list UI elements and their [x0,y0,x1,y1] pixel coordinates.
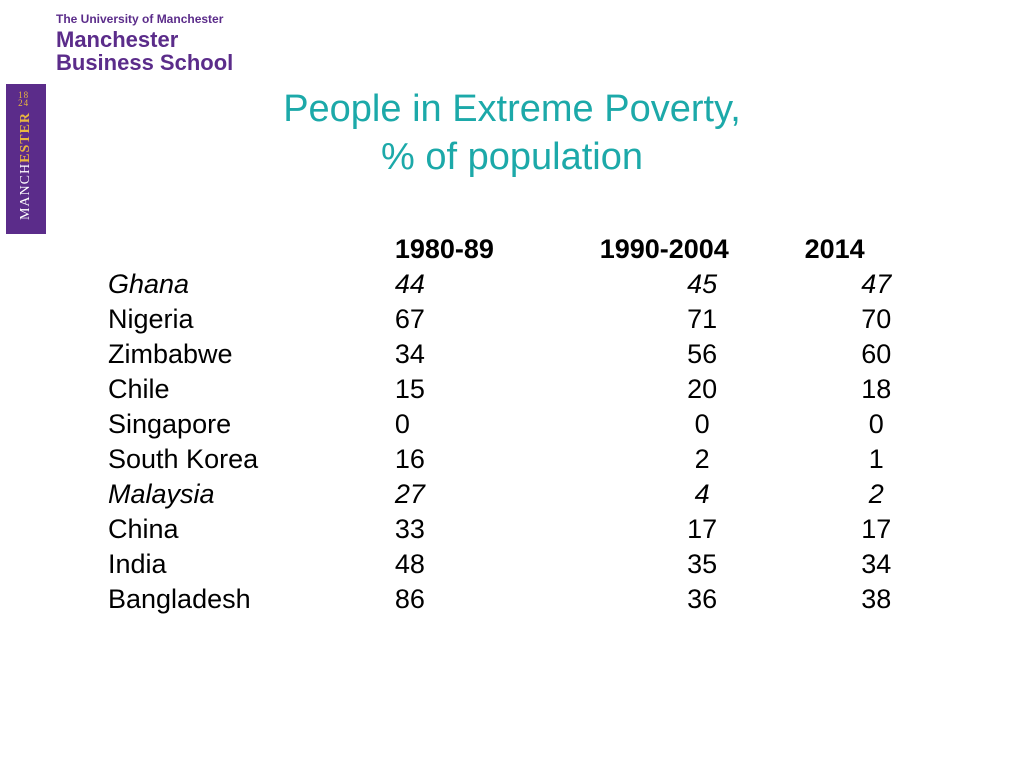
cell-value: 45 [600,267,805,302]
cell-country: Malaysia [108,477,395,512]
cell-value: 2 [600,442,805,477]
col-header-2014: 2014 [805,232,948,267]
cell-value: 4 [600,477,805,512]
cell-value: 36 [600,582,805,617]
cell-value: 60 [805,337,948,372]
cell-value: 44 [395,267,600,302]
cell-value: 34 [395,337,600,372]
cell-country: Bangladesh [108,582,395,617]
table-row: Singapore000 [108,407,948,442]
cell-value: 34 [805,547,948,582]
table-row: India483534 [108,547,948,582]
university-logo: The University of Manchester Manchester … [56,12,233,74]
cell-value: 48 [395,547,600,582]
table-row: Malaysia2742 [108,477,948,512]
logo-line2: Manchester [56,28,233,51]
cell-value: 2 [805,477,948,512]
cell-value: 16 [395,442,600,477]
cell-value: 71 [600,302,805,337]
cell-country: Ghana [108,267,395,302]
title-line2: % of population [381,136,643,178]
cell-value: 27 [395,477,600,512]
cell-country: Nigeria [108,302,395,337]
table-row: Ghana444547 [108,267,948,302]
cell-value: 47 [805,267,948,302]
col-header-country [108,232,395,267]
table-row: South Korea1621 [108,442,948,477]
cell-country: India [108,547,395,582]
table-row: Bangladesh863638 [108,582,948,617]
cell-value: 18 [805,372,948,407]
cell-country: South Korea [108,442,395,477]
table-header-row: 1980-89 1990-2004 2014 [108,232,948,267]
cell-value: 17 [805,512,948,547]
cell-country: Chile [108,372,395,407]
table-row: Nigeria677170 [108,302,948,337]
cell-value: 17 [600,512,805,547]
cell-value: 86 [395,582,600,617]
cell-country: China [108,512,395,547]
cell-value: 15 [395,372,600,407]
cell-value: 0 [805,407,948,442]
logo-line3: Business School [56,51,233,74]
cell-value: 38 [805,582,948,617]
cell-value: 35 [600,547,805,582]
col-header-1990-2004: 1990-2004 [600,232,805,267]
slide-title: People in Extreme Poverty, % of populati… [0,86,1024,181]
table-row: China331717 [108,512,948,547]
col-header-1980-89: 1980-89 [395,232,600,267]
logo-line1: The University of Manchester [56,12,233,26]
cell-value: 70 [805,302,948,337]
cell-country: Singapore [108,407,395,442]
cell-value: 0 [600,407,805,442]
cell-value: 0 [395,407,600,442]
cell-value: 20 [600,372,805,407]
cell-value: 56 [600,337,805,372]
poverty-table: 1980-89 1990-2004 2014 Ghana444547Nigeri… [108,232,948,617]
cell-value: 67 [395,302,600,337]
cell-value: 33 [395,512,600,547]
table-row: Chile152018 [108,372,948,407]
title-line1: People in Extreme Poverty, [283,88,741,130]
cell-country: Zimbabwe [108,337,395,372]
cell-value: 1 [805,442,948,477]
table-row: Zimbabwe345660 [108,337,948,372]
